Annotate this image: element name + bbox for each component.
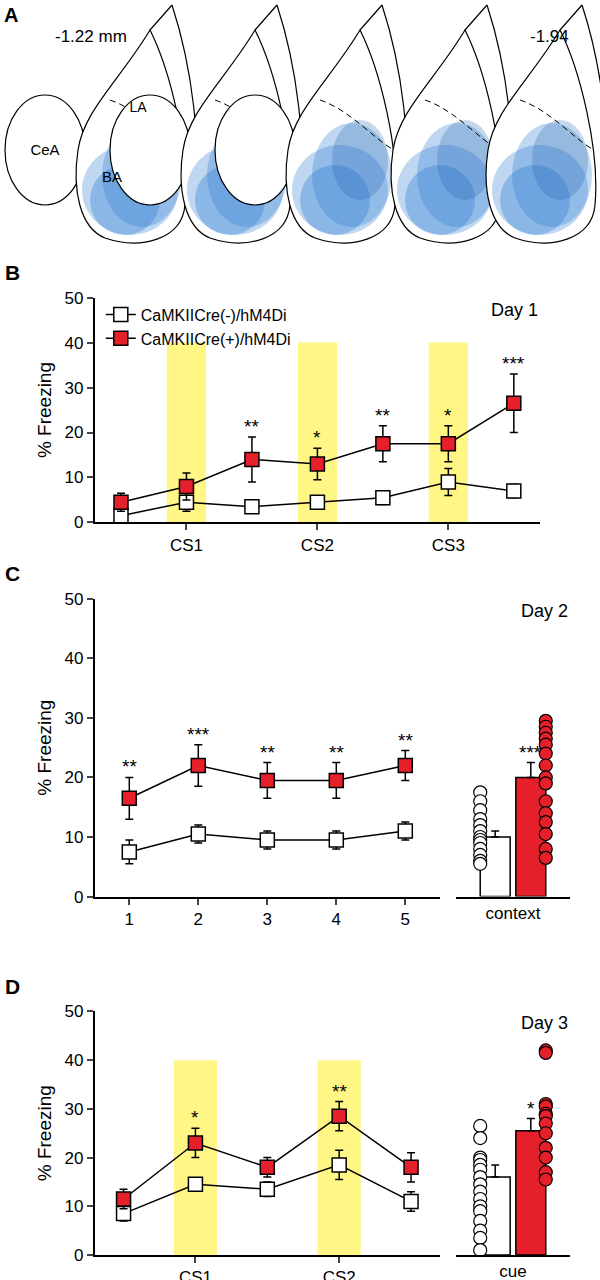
svg-text:3: 3	[263, 910, 272, 929]
svg-text:-1.94: -1.94	[530, 27, 569, 46]
svg-text:*: *	[527, 1098, 535, 1119]
svg-text:% Freezing: % Freezing	[34, 1085, 55, 1181]
svg-text:*: *	[444, 405, 452, 426]
svg-text:CaMKIICre(-)/hM4Di: CaMKIICre(-)/hM4Di	[141, 307, 287, 324]
svg-text:A: A	[4, 4, 18, 26]
svg-text:**: **	[122, 756, 137, 777]
svg-text:CS1: CS1	[179, 1268, 212, 1280]
svg-text:CeA: CeA	[30, 141, 59, 158]
svg-text:**: **	[332, 1081, 347, 1102]
svg-text:% Freezing: % Freezing	[34, 362, 55, 458]
svg-text:LA: LA	[129, 99, 147, 115]
svg-text:*: *	[313, 427, 321, 448]
svg-text:CS3: CS3	[432, 536, 465, 555]
svg-text:CaMKIICre(+)/hM4Di: CaMKIICre(+)/hM4Di	[141, 331, 291, 348]
svg-text:10: 10	[64, 468, 83, 487]
svg-text:0: 0	[74, 513, 83, 532]
svg-text:***: ***	[519, 742, 542, 763]
svg-text:BA: BA	[102, 168, 122, 185]
svg-text:30: 30	[64, 379, 83, 398]
svg-text:Day 3: Day 3	[521, 1013, 568, 1033]
svg-text:D: D	[5, 975, 20, 998]
svg-text:50: 50	[64, 1002, 83, 1021]
svg-text:40: 40	[64, 1051, 83, 1070]
svg-text:**: **	[329, 742, 344, 763]
svg-text:C: C	[5, 562, 20, 585]
svg-text:20: 20	[64, 423, 83, 442]
svg-text:30: 30	[64, 1100, 83, 1119]
svg-text:CS2: CS2	[323, 1268, 356, 1280]
svg-text:**: **	[375, 405, 390, 426]
svg-text:**: **	[244, 416, 259, 437]
svg-text:Day 2: Day 2	[521, 601, 568, 621]
svg-text:30: 30	[64, 709, 83, 728]
svg-text:cue: cue	[499, 1262, 526, 1280]
svg-text:4: 4	[332, 910, 341, 929]
svg-text:40: 40	[64, 334, 83, 353]
svg-text:0: 0	[74, 1246, 83, 1265]
svg-text:50: 50	[64, 289, 83, 308]
svg-text:40: 40	[64, 649, 83, 668]
svg-text:***: ***	[187, 724, 210, 745]
svg-text:**: **	[398, 730, 413, 751]
svg-text:*: *	[191, 1107, 199, 1128]
svg-text:Day 1: Day 1	[491, 300, 538, 320]
svg-text:20: 20	[64, 768, 83, 787]
svg-text:10: 10	[64, 1197, 83, 1216]
svg-text:1: 1	[125, 910, 134, 929]
svg-text:2: 2	[194, 910, 203, 929]
svg-text:0: 0	[74, 888, 83, 907]
svg-text:context: context	[486, 904, 541, 923]
svg-text:-1.22 mm: -1.22 mm	[55, 27, 127, 46]
svg-text:B: B	[5, 261, 20, 284]
svg-text:10: 10	[64, 828, 83, 847]
svg-text:CS1: CS1	[170, 536, 203, 555]
svg-text:CS2: CS2	[301, 536, 334, 555]
svg-text:20: 20	[64, 1149, 83, 1168]
svg-text:***: ***	[502, 353, 525, 374]
svg-text:50: 50	[64, 590, 83, 609]
svg-text:5: 5	[401, 910, 410, 929]
svg-text:% Freezing: % Freezing	[34, 700, 55, 796]
svg-text:**: **	[260, 742, 275, 763]
